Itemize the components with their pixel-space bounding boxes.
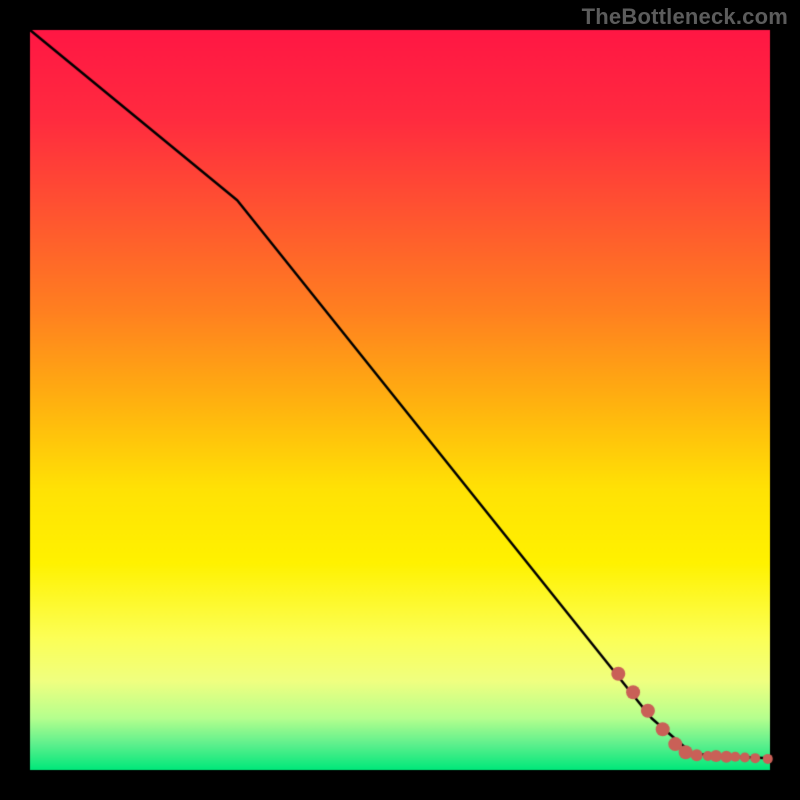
gradient-chart-canvas (0, 0, 800, 800)
watermark-label: TheBottleneck.com (582, 4, 788, 30)
chart-stage: TheBottleneck.com (0, 0, 800, 800)
